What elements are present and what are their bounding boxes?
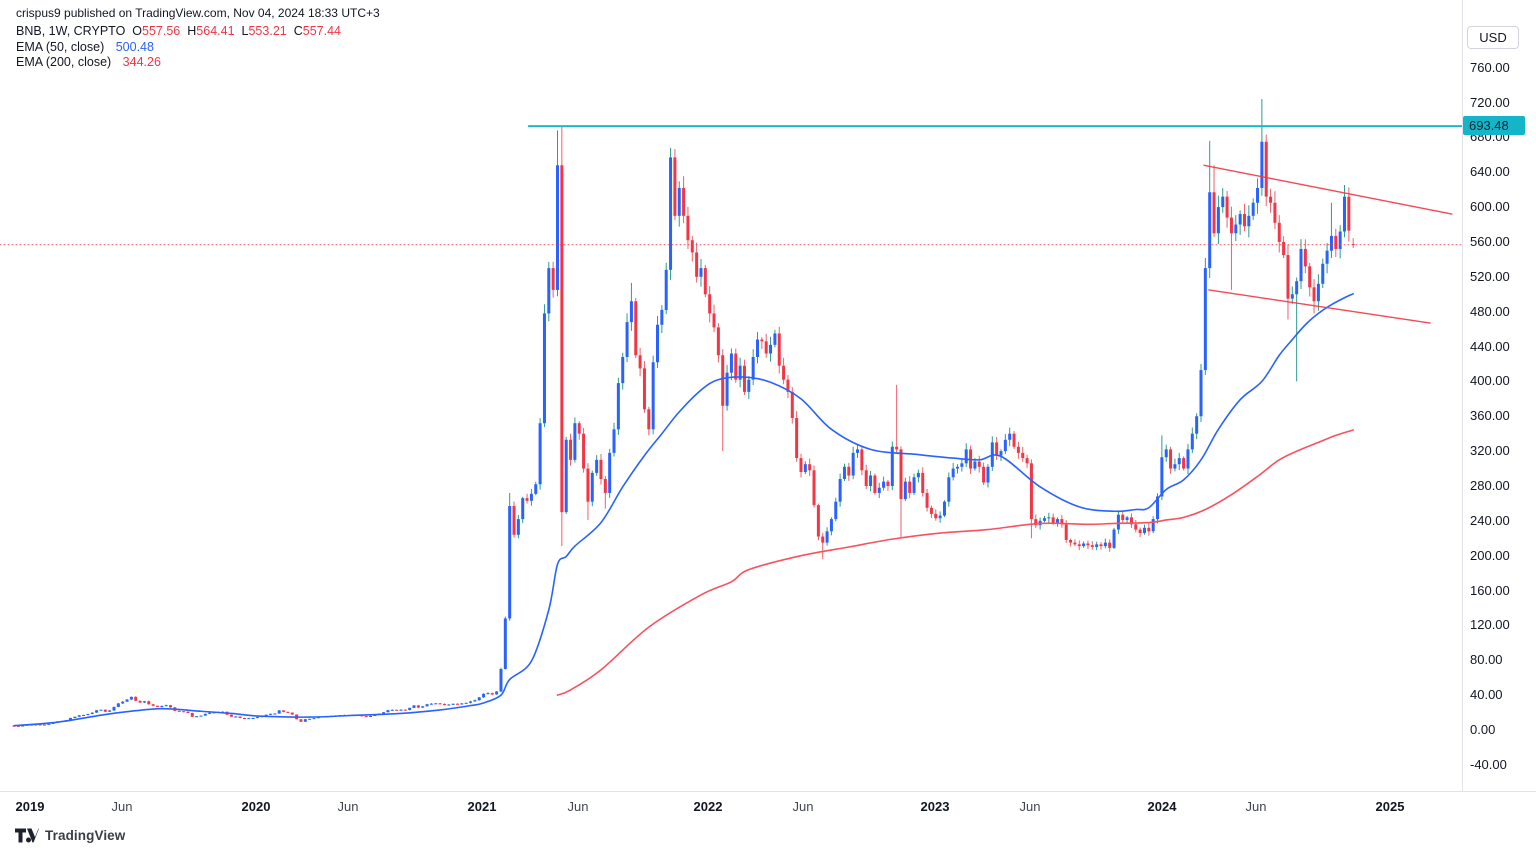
symbol-row[interactable]: BNB, 1W, CRYPTO O557.56 H564.41 L553.21 C557…: [16, 24, 341, 40]
price-tick-label: 600.00: [1470, 199, 1510, 215]
chart-legend: BNB, 1W, CRYPTO O557.56 H564.41 L553.21 C557…: [16, 24, 341, 71]
time-axis-label: 2021: [467, 799, 497, 814]
time-axis-label: 2020: [241, 799, 271, 814]
price-axis[interactable]: USD 760.00 720.00 680.00 640.00 600.00 560.00…: [1462, 0, 1536, 791]
price-tick-label: 280.00: [1470, 477, 1510, 493]
price-tick-label: 760.00: [1470, 59, 1510, 75]
price-tick-label: 200.00: [1470, 547, 1510, 563]
close-value: 557.44: [302, 24, 341, 38]
currency-button[interactable]: USD: [1467, 26, 1519, 49]
low-value: 553.21: [248, 24, 287, 38]
price-tick-label: 0.00: [1470, 722, 1496, 737]
symbol-title: BNB, 1W, CRYPTO: [16, 24, 126, 38]
price-tick-label: 400.00: [1470, 373, 1510, 389]
close-label: C: [293, 24, 303, 38]
time-axis-label: Jun: [111, 799, 133, 814]
price-tick-label: 120.00: [1470, 617, 1510, 633]
tradingview-logo-link[interactable]: TradingView: [15, 828, 125, 843]
time-axis-label: Jun: [1245, 799, 1267, 814]
price-tick-label: 480.00: [1470, 303, 1510, 319]
time-axis[interactable]: 2019 Jun 2020 Jun 2021 Jun 2022 Jun 2023 Jun 2024 J…: [0, 791, 1536, 822]
time-axis-label: Jun: [792, 799, 814, 814]
ema200-label: EMA (200, close): [16, 55, 112, 69]
time-axis-label: 2022: [693, 799, 723, 814]
high-label: H: [187, 24, 197, 38]
ema50-value: 500.48: [115, 39, 154, 54]
attribution-text: crispus9 published on TradingView.com, N…: [16, 6, 380, 20]
tradingview-wordmark: TradingView: [45, 828, 126, 843]
ema200-row[interactable]: EMA (200, close) 344.26: [16, 55, 341, 71]
price-tick-label: 640.00: [1470, 164, 1510, 180]
open-value: 557.56: [142, 24, 181, 38]
open-label: O: [132, 24, 143, 38]
price-tick-label: 520.00: [1470, 268, 1510, 284]
time-axis-label: 2024: [1147, 799, 1177, 814]
time-axis-label: 2023: [920, 799, 950, 814]
price-tick-label: 240.00: [1470, 512, 1510, 528]
time-axis-label: Jun: [1019, 799, 1041, 814]
time-axis-label: 2019: [15, 799, 45, 814]
price-tick-label: 560.00: [1470, 233, 1510, 249]
time-axis-label: 2025: [1375, 799, 1405, 814]
price-tick-label: 720.00: [1470, 94, 1510, 110]
price-tick-label: -40.00: [1470, 756, 1507, 772]
time-axis-label: Jun: [567, 799, 589, 814]
price-tick-label: 320.00: [1470, 443, 1510, 459]
price-tick-label: 360.00: [1470, 408, 1510, 424]
tradingview-icon: [15, 828, 39, 843]
price-tick-label: 160.00: [1470, 582, 1510, 598]
low-label: L: [241, 24, 249, 38]
high-value: 564.41: [196, 24, 235, 38]
ema200-value: 344.26: [122, 55, 161, 69]
ema50-row[interactable]: EMA (50, close) 500.48: [16, 40, 341, 56]
ema50-label: EMA (50, close): [16, 39, 105, 54]
price-tick-label: 80.00: [1470, 652, 1503, 668]
price-chart-canvas[interactable]: [0, 0, 1462, 791]
time-axis-label: Jun: [337, 799, 359, 814]
price-tick-label: 40.00: [1470, 687, 1503, 703]
price-tick-label: 440.00: [1470, 338, 1510, 354]
ray-price-label: 693.48: [1463, 116, 1525, 136]
